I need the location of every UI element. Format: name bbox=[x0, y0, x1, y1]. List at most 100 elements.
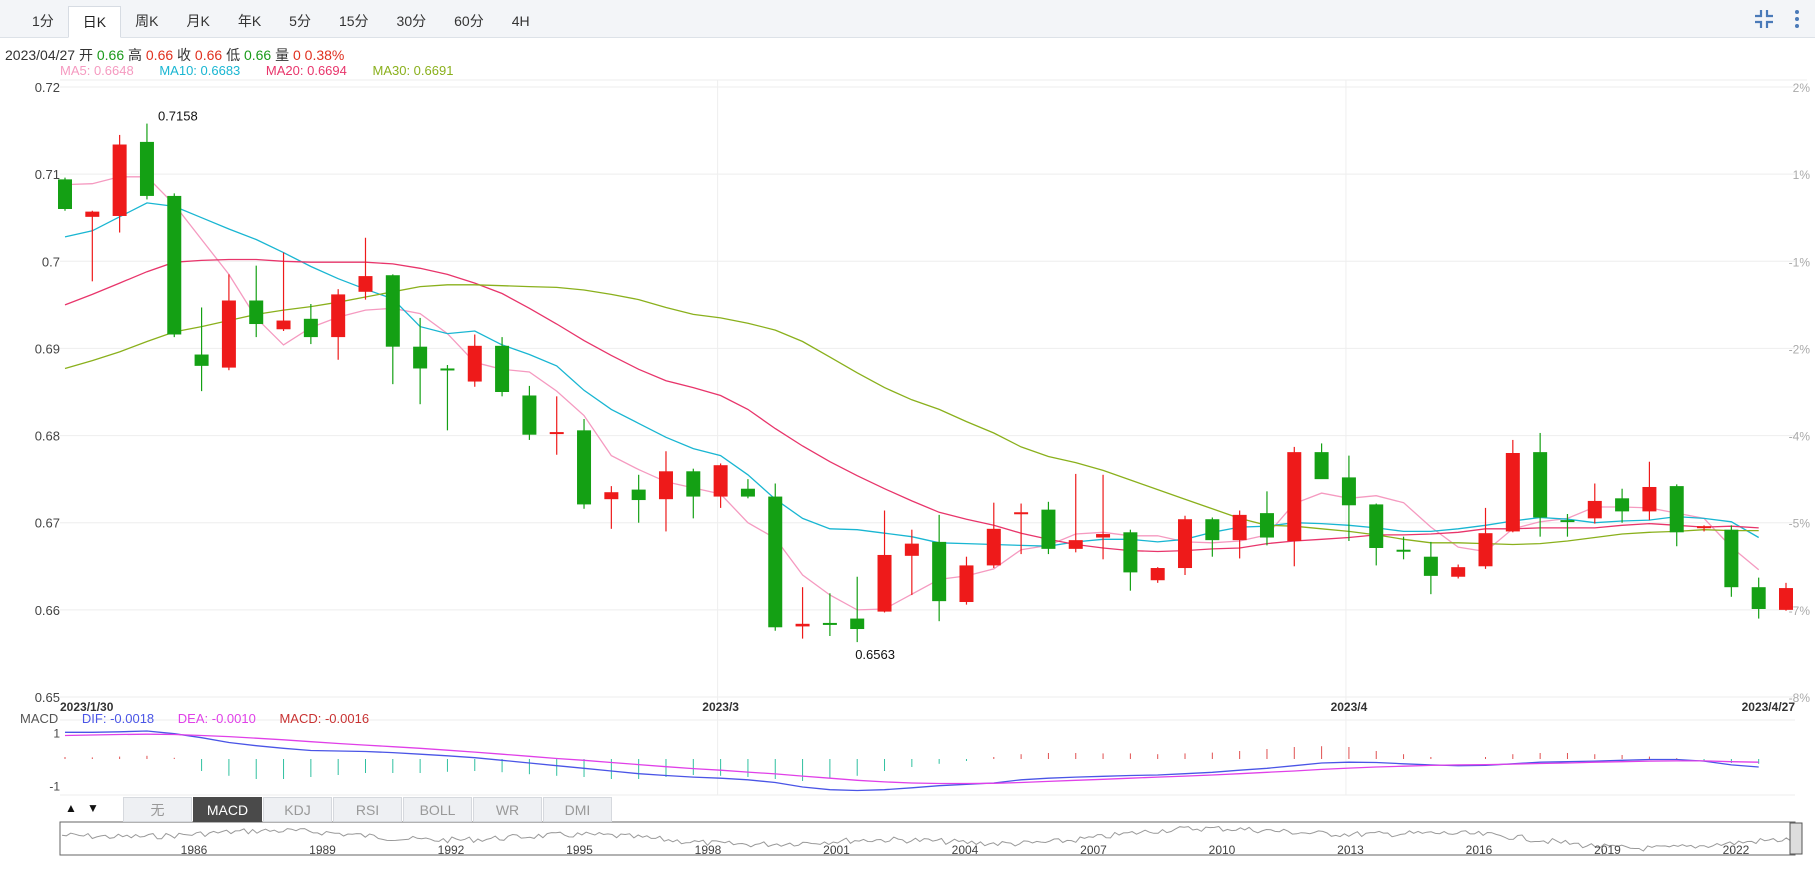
candle bbox=[1533, 432, 1548, 537]
indicator-tab[interactable]: RSI bbox=[333, 797, 402, 822]
candle-body bbox=[522, 395, 537, 435]
x-date-label: 2023/4/27 bbox=[1742, 700, 1796, 714]
candle-body bbox=[1396, 549, 1411, 552]
candle-body bbox=[604, 492, 619, 500]
candle-body bbox=[1314, 452, 1329, 480]
candle bbox=[1341, 455, 1356, 542]
candle-body bbox=[1669, 486, 1684, 533]
period-tab[interactable]: 日K bbox=[67, 6, 122, 38]
candle-body bbox=[249, 300, 264, 325]
pct-tick-label: 2% bbox=[1793, 81, 1811, 95]
candle bbox=[1396, 536, 1411, 560]
indicator-tab[interactable]: WR bbox=[473, 797, 542, 822]
indicator-tab[interactable]: DMI bbox=[543, 797, 612, 822]
candle-body bbox=[1150, 568, 1165, 581]
candle-body bbox=[1751, 587, 1766, 609]
y-tick-label: 0.65 bbox=[35, 690, 60, 705]
period-tab[interactable]: 月K bbox=[186, 13, 210, 29]
candle-body bbox=[795, 623, 810, 627]
candle-body bbox=[139, 141, 154, 196]
period-tab[interactable]: 4H bbox=[511, 13, 530, 29]
candle-body bbox=[1096, 534, 1111, 538]
candle bbox=[1478, 507, 1493, 569]
navigator-year-label: 1986 bbox=[181, 843, 208, 857]
candle-body bbox=[1259, 513, 1274, 538]
candle bbox=[112, 134, 127, 233]
ma-legend: MA5: 0.6648 MA10: 0.6683 MA20: 0.6694 MA… bbox=[60, 63, 475, 78]
indicator-tab[interactable]: MACD bbox=[193, 797, 262, 822]
candle bbox=[1642, 461, 1657, 521]
navigator-year-label: 2007 bbox=[1080, 843, 1107, 857]
indicator-tab[interactable]: KDJ bbox=[263, 797, 332, 822]
candle-body bbox=[85, 211, 100, 217]
period-tab[interactable]: 周K bbox=[135, 13, 159, 29]
candle-body bbox=[331, 294, 346, 338]
dea-line bbox=[64, 733, 1759, 785]
period-tab[interactable]: 15分 bbox=[338, 13, 369, 29]
navigator-range-handle[interactable] bbox=[1789, 822, 1803, 855]
candle-body bbox=[112, 144, 127, 216]
candle-body bbox=[1478, 533, 1493, 567]
candle bbox=[549, 396, 564, 455]
dif-legend: DIF: -0.0018 bbox=[81, 711, 155, 726]
ma30-legend: MA30: 0.6691 bbox=[372, 63, 454, 78]
candle-body bbox=[1123, 532, 1138, 573]
period-tab[interactable]: 年K bbox=[237, 13, 262, 29]
navigator-year-label: 2001 bbox=[823, 843, 850, 857]
candle bbox=[904, 529, 919, 596]
period-tab[interactable]: 1分 bbox=[32, 13, 54, 29]
candle bbox=[877, 510, 892, 613]
candle bbox=[1451, 564, 1466, 579]
period-tab[interactable]: 30分 bbox=[396, 13, 427, 29]
period-tab-bar: 1分 日K 周K 月K 年K 5分 15分 30分 60分 4H bbox=[0, 0, 1815, 38]
candle bbox=[1587, 483, 1602, 524]
pct-tick-label: 1% bbox=[1793, 168, 1811, 182]
candle bbox=[1287, 446, 1302, 567]
indicator-up-button[interactable]: ▲ bbox=[65, 801, 77, 815]
candle bbox=[1041, 501, 1056, 555]
candle bbox=[822, 593, 837, 636]
info-close-value: 0.66 bbox=[194, 47, 223, 63]
indicator-tab[interactable]: 无 bbox=[123, 797, 192, 822]
indicator-tab[interactable]: BOLL bbox=[403, 797, 472, 822]
candle-body bbox=[1615, 498, 1630, 512]
candle-body bbox=[768, 496, 783, 628]
period-tab[interactable]: 5分 bbox=[289, 13, 311, 29]
exit-fullscreen-icon[interactable] bbox=[1753, 8, 1775, 30]
candle-body bbox=[467, 345, 482, 382]
info-low-value: 0.66 bbox=[243, 47, 272, 63]
navigator-year-label: 1998 bbox=[695, 843, 722, 857]
period-tab[interactable]: 60分 bbox=[454, 13, 484, 29]
candle-body bbox=[1232, 514, 1247, 541]
candle bbox=[631, 474, 646, 523]
candle bbox=[850, 576, 865, 643]
info-close-label: 收 bbox=[177, 47, 192, 63]
macd-y-tick-label: 1 bbox=[53, 726, 60, 740]
navigator-year-label: 2010 bbox=[1209, 843, 1236, 857]
candle-body bbox=[58, 179, 72, 209]
pct-tick-label: -4% bbox=[1789, 430, 1811, 444]
indicator-nav: ▲ ▼ bbox=[60, 797, 104, 819]
candle-body bbox=[358, 276, 373, 292]
candle-body bbox=[986, 528, 1001, 566]
candle bbox=[1014, 503, 1029, 555]
candle bbox=[331, 289, 346, 360]
candle bbox=[768, 483, 783, 631]
candle bbox=[467, 334, 482, 387]
indicator-down-button[interactable]: ▼ bbox=[87, 801, 99, 815]
info-date: 2023/04/27 bbox=[5, 47, 76, 63]
candle bbox=[1615, 488, 1630, 523]
candle bbox=[1779, 582, 1793, 611]
candle bbox=[276, 252, 291, 331]
ma-line-ma20 bbox=[64, 258, 1759, 553]
candle bbox=[795, 587, 810, 639]
more-options-icon[interactable] bbox=[1792, 8, 1802, 30]
macd-legend-title: MACD bbox=[20, 711, 59, 726]
indicator-tabs: 无 MACD KDJ RSI BOLL WR DMI bbox=[123, 797, 613, 822]
candle bbox=[249, 265, 264, 338]
candle-body bbox=[822, 622, 837, 625]
info-open-label: 开 bbox=[78, 47, 93, 63]
pct-tick-label: -5% bbox=[1789, 517, 1811, 531]
candle bbox=[604, 486, 619, 529]
